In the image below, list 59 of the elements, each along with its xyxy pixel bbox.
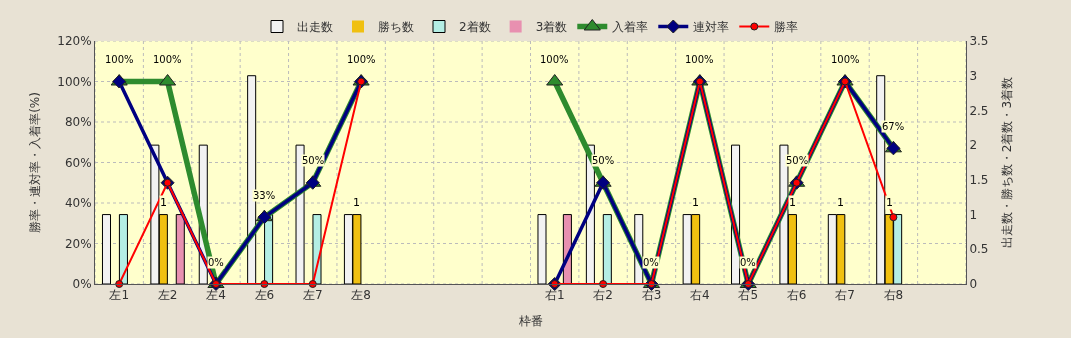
legend-label: 勝率 (774, 20, 799, 35)
y-tick-label: 60% (64, 155, 92, 170)
x-tick-label: 右5 (738, 288, 759, 303)
data-label: 50% (786, 155, 809, 166)
data-label: 67% (882, 121, 905, 132)
y2-tick-label: 2.5 (969, 103, 989, 118)
y2-tick-label: 1 (969, 207, 978, 222)
y-axis-title: 勝率・連対率・入着率(%) (27, 92, 42, 233)
x-tick-label: 右3 (641, 288, 662, 303)
x-axis-title: 枠番 (517, 314, 543, 329)
y2-tick-label: 0 (969, 277, 978, 292)
y2-tick-label: 0.5 (969, 242, 989, 257)
data-label: 50% (592, 155, 615, 166)
data-label: 100% (105, 54, 134, 65)
data-label: 50% (302, 155, 325, 166)
x-tick-label: 右2 (593, 288, 613, 303)
y-tick-label: 20% (64, 236, 92, 251)
y2-axis-title: 出走数・勝ち数・2着数・3着数 (1000, 76, 1015, 249)
data-label: 100% (347, 54, 376, 65)
y-tick-label: 100% (57, 74, 92, 89)
x-tick-label: 左1 (109, 288, 130, 303)
data-label: 100% (153, 54, 182, 65)
legend-label: 入着率 (612, 20, 649, 35)
legend-label: 勝ち数 (378, 20, 414, 35)
y2-tick-label: 2 (969, 138, 978, 153)
legend-label: 出走数 (297, 20, 333, 35)
x-tick-label: 右7 (835, 288, 855, 303)
x-tick-label: 左8 (351, 288, 371, 303)
x-tick-label: 右4 (690, 288, 710, 303)
data-label: 0% (740, 257, 756, 268)
x-tick-label: 左4 (206, 288, 226, 303)
x-tick-label: 右8 (883, 288, 904, 303)
y2-tick-label: 3 (969, 68, 978, 83)
x-tick-label: 左6 (254, 288, 275, 303)
data-label: 1 (160, 196, 167, 209)
data-label: 33% (253, 190, 276, 201)
data-label: 100% (831, 54, 860, 65)
data-label: 1 (353, 196, 360, 209)
x-tick-label: 左7 (302, 288, 323, 303)
y2-tick-label: 1.5 (969, 173, 989, 188)
y-tick-label: 40% (64, 196, 92, 211)
legend-label: 3着数 (535, 20, 568, 35)
data-label: 1 (837, 196, 844, 209)
x-tick-label: 左2 (157, 288, 178, 303)
data-label: 100% (685, 54, 714, 65)
data-label: 100% (540, 54, 569, 65)
data-label: 0% (208, 257, 224, 268)
legend-label: 連対率 (693, 20, 730, 35)
legend-label: 2着数 (459, 20, 491, 35)
data-label: 0% (643, 257, 659, 268)
y-tick-label: 120% (57, 34, 92, 49)
x-tick-label: 右6 (786, 288, 807, 303)
data-label: 1 (789, 196, 796, 209)
y-tick-label: 0% (72, 277, 92, 292)
data-label: 1 (692, 196, 699, 209)
y-tick-label: 80% (64, 115, 92, 130)
data-label: 1 (886, 196, 893, 209)
x-tick-label: 右1 (544, 288, 565, 303)
y2-tick-label: 3.5 (969, 34, 989, 49)
